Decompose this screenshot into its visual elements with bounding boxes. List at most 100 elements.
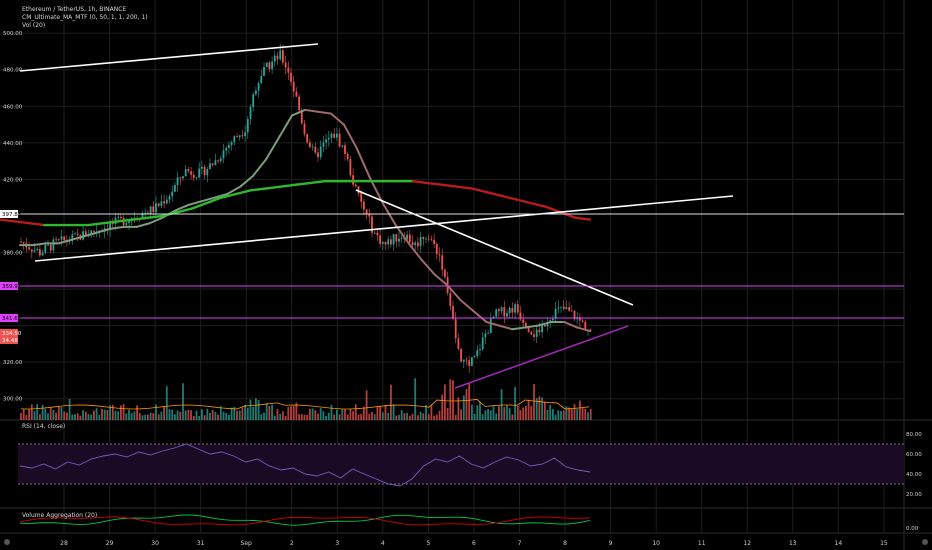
fast-ma-segment [316, 110, 332, 115]
candle-body [560, 306, 562, 308]
volume-bar [219, 406, 222, 420]
time-tick-label: 5 [426, 540, 430, 547]
candle-body [479, 349, 481, 351]
volume-bar [28, 409, 30, 420]
fast-ma-segment [576, 326, 591, 333]
rsi-tick-label: 20.00 [906, 492, 922, 498]
candle-body [182, 176, 184, 179]
fast-ma-segment [537, 320, 553, 327]
volume-bar [195, 410, 198, 420]
candle-body [406, 234, 408, 240]
slow-ma-segment [500, 194, 518, 201]
axes: 28 29 30 31 Sep 2 3 4 5 6 7 8 9 10 11 12 13 14 15 500.00 480… [0, 31, 922, 547]
candle-body [384, 242, 387, 245]
candle-body [144, 212, 147, 214]
candle-body [468, 360, 471, 366]
volume-bar [541, 397, 543, 420]
slow-ma-segment [515, 198, 533, 205]
candle-body [298, 96, 300, 111]
candle-body [76, 233, 79, 235]
volume-bar [101, 408, 103, 420]
volume-bar [174, 414, 176, 420]
price-tick-label: 380.00 [3, 250, 23, 256]
volume-title: Vol (20) [22, 22, 46, 29]
volume-bar [257, 400, 260, 420]
candle-body [503, 307, 506, 317]
volume-bar [400, 410, 403, 420]
fast-ma-segment [485, 320, 501, 327]
volume-bar [460, 409, 462, 420]
fast-ma-segment [278, 114, 294, 139]
volume-bar [98, 415, 101, 420]
volume-bar [411, 413, 414, 420]
candle-body [206, 169, 209, 176]
candle-body [400, 237, 403, 239]
volume-bar [433, 415, 435, 420]
candle-body [454, 318, 457, 339]
volume-bar [309, 408, 311, 420]
volume-bar [371, 411, 373, 420]
candle-body [489, 318, 492, 334]
candle-body [30, 249, 33, 252]
volume-bar [66, 412, 68, 420]
price-tag-bg [0, 329, 18, 337]
volume-bar [314, 410, 317, 420]
settings-dot-left[interactable] [4, 539, 10, 545]
rsi-tick-label: 80.00 [906, 432, 922, 438]
volume-bar [241, 407, 244, 420]
candle-body [184, 169, 187, 177]
fast-ma-segment [239, 174, 255, 188]
candle-body [74, 233, 76, 235]
volume-bar [408, 415, 411, 420]
candle-body [392, 234, 395, 245]
candle-body [244, 132, 246, 137]
volume-bar [39, 414, 41, 420]
volume-bar [444, 384, 446, 420]
candle-body [187, 169, 190, 172]
candle-body [435, 243, 438, 255]
candle-body [192, 174, 195, 178]
volume-bar [93, 410, 95, 420]
slow-ma-segment [234, 189, 252, 196]
volume-bar [25, 415, 28, 420]
slow-ma-segment [102, 220, 120, 225]
time-tick-label: 2 [290, 540, 294, 547]
volume-bar [190, 410, 192, 420]
volume-bar [249, 399, 252, 420]
fast-ma-segment [511, 326, 527, 331]
slow-ma-segment [426, 181, 444, 187]
volume-bar [225, 412, 228, 420]
volume-bar [292, 405, 295, 420]
volume-bar [179, 411, 182, 420]
candle-body [55, 239, 57, 241]
volume-bar [479, 401, 481, 420]
price-tag-bg [0, 282, 18, 290]
candle-body [203, 166, 206, 176]
candle-body [311, 146, 314, 148]
time-tick-label: 31 [197, 540, 205, 547]
volume-bar [133, 411, 136, 420]
settings-dot-right[interactable] [922, 539, 928, 545]
candle-body [516, 304, 519, 313]
candle-body [265, 62, 268, 68]
candle-body [241, 135, 244, 137]
volume-bar [565, 406, 568, 420]
volume-bar [336, 409, 338, 420]
candle-body [465, 359, 468, 361]
candle-body [376, 232, 379, 236]
price-tag-bg [0, 336, 18, 344]
volume-bar [446, 408, 449, 420]
volume-bar [325, 415, 327, 420]
volume-bar [587, 412, 589, 420]
rsi-tick-label: 40.00 [906, 472, 922, 478]
fast-ma-segment [109, 225, 125, 230]
candle-body [398, 238, 400, 242]
time-tick-label: 10 [652, 540, 660, 547]
fast-ma-segment [329, 112, 345, 126]
slow-ma-segment [28, 222, 46, 227]
volume-bar [187, 409, 190, 420]
volume-bar [354, 404, 357, 420]
candle-body [568, 307, 570, 311]
fast-ma-segment [446, 284, 462, 302]
